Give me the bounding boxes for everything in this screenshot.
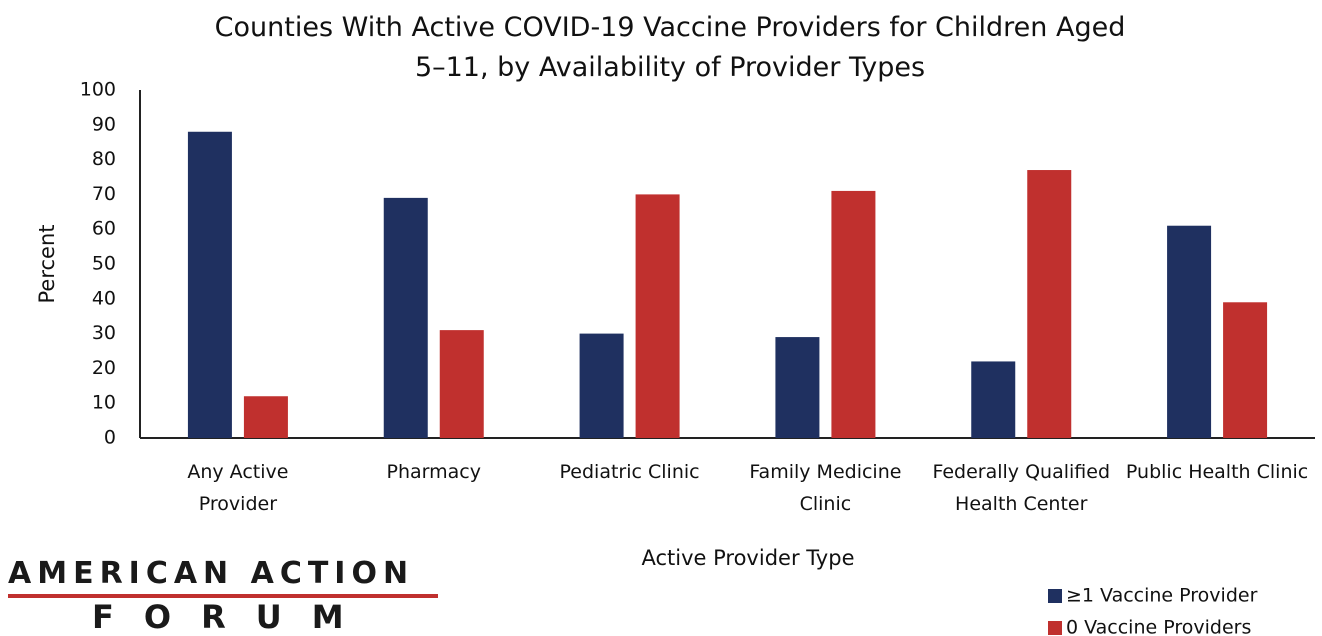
legend-label: 0 Vaccine Providers xyxy=(1066,617,1251,636)
y-tick-label: 90 xyxy=(92,113,116,135)
bar xyxy=(831,190,876,438)
bar xyxy=(971,361,1016,438)
bar xyxy=(439,330,484,438)
x-tick-label: Public Health Clinic xyxy=(1125,461,1309,483)
logo-line2: FORUM xyxy=(92,598,374,636)
chart-title: Counties With Active COVID-19 Vaccine Pr… xyxy=(214,12,1126,83)
x-axis-title: Active Provider Type xyxy=(641,546,855,570)
x-tick-label: Pediatric Clinic xyxy=(559,461,700,483)
y-tick-label: 50 xyxy=(92,253,116,275)
bar xyxy=(1027,170,1072,439)
bar xyxy=(243,396,288,438)
logo-line1: AMERICAN ACTION xyxy=(8,556,415,591)
y-tick-label: 100 xyxy=(80,79,116,101)
legend-swatch xyxy=(1048,589,1062,603)
x-tick-label: Pharmacy xyxy=(386,461,481,483)
bar xyxy=(1223,302,1268,438)
bar xyxy=(187,131,232,438)
y-tick-label: 30 xyxy=(92,322,116,344)
y-tick-label: 80 xyxy=(92,148,116,170)
bar xyxy=(775,337,820,438)
y-tick-label: 60 xyxy=(92,218,116,240)
y-tick-label: 20 xyxy=(92,357,116,379)
y-tick-label: 10 xyxy=(92,392,116,414)
x-tick-label: Family Medicine Clinic xyxy=(749,461,902,515)
bar xyxy=(635,194,680,438)
y-tick-label: 0 xyxy=(104,427,116,449)
y-axis-title: Percent xyxy=(35,224,59,303)
bar xyxy=(579,333,624,438)
legend-swatch xyxy=(1048,621,1062,635)
bar xyxy=(1167,225,1212,438)
legend-label: ≥1 Vaccine Provider xyxy=(1066,585,1258,607)
x-tick-label: Federally Qualified Health Center xyxy=(932,461,1111,515)
y-tick-label: 70 xyxy=(92,183,116,205)
logo-rule xyxy=(8,594,438,598)
y-tick-label: 40 xyxy=(92,287,116,309)
bar xyxy=(383,197,428,438)
x-tick-label: Any Active Provider xyxy=(187,461,289,515)
